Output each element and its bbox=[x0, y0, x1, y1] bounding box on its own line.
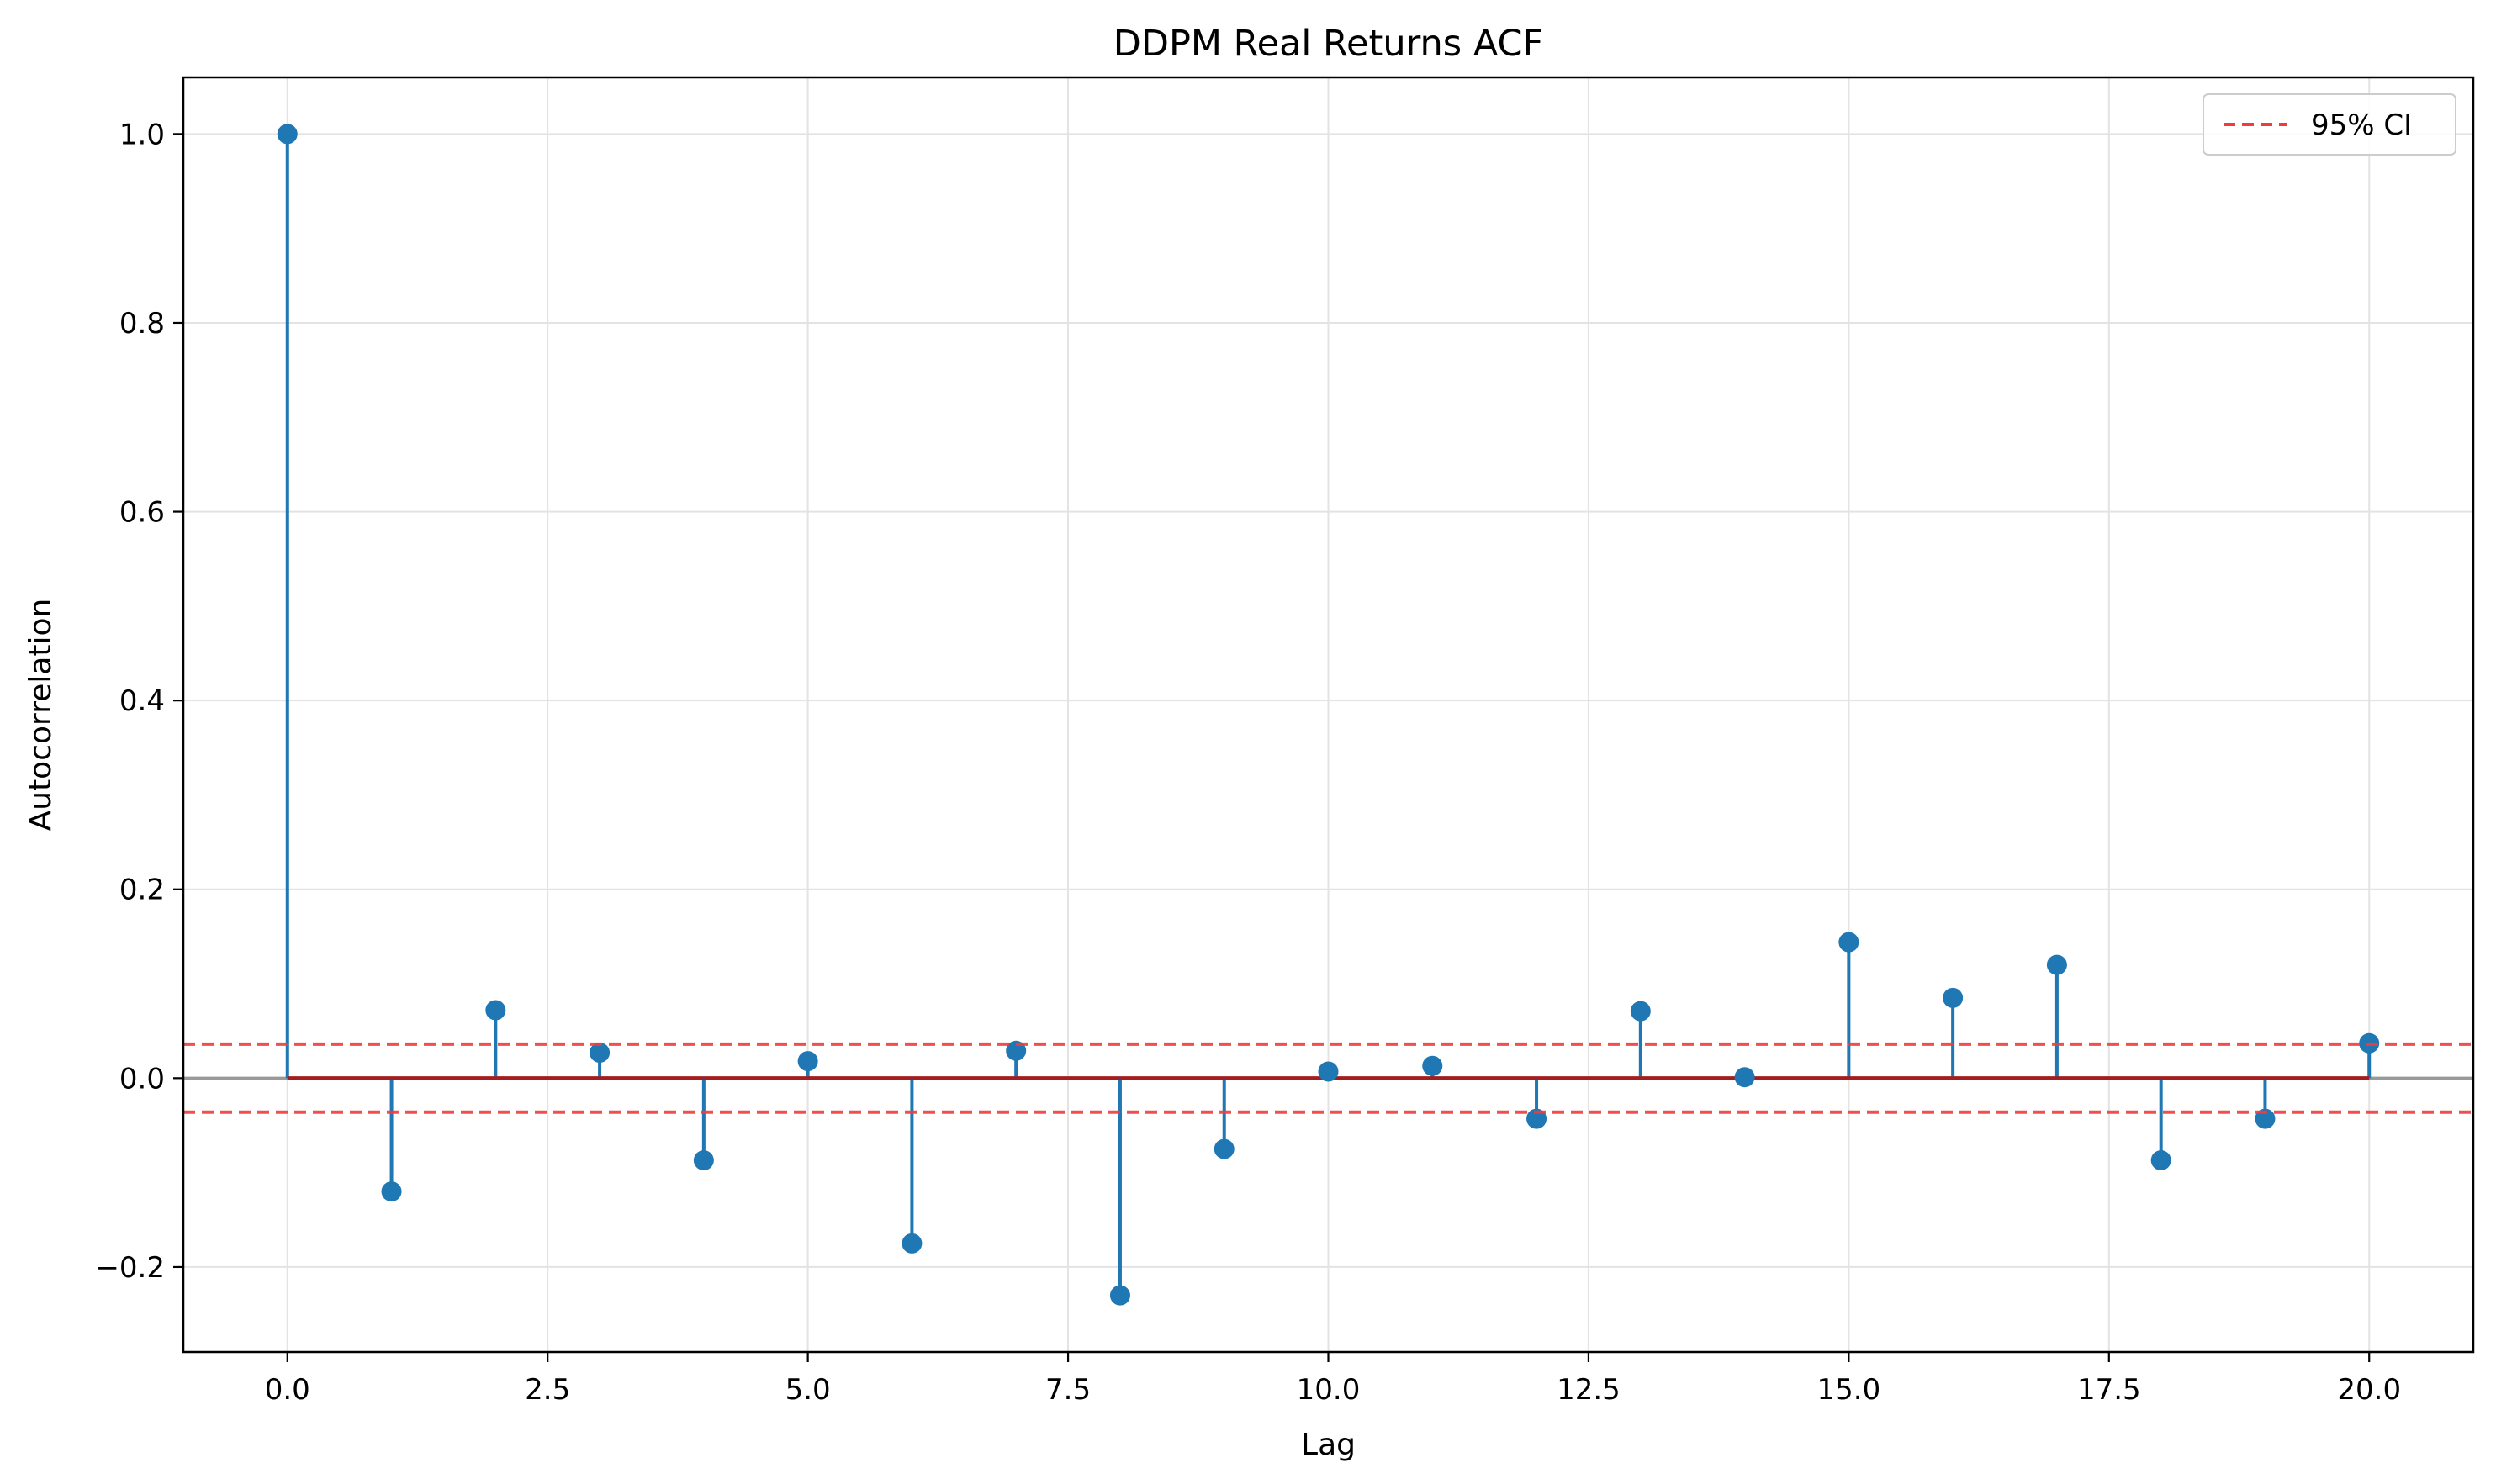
x-tick-label: 10.0 bbox=[1297, 1373, 1361, 1407]
x-tick-label: 0.0 bbox=[265, 1373, 310, 1407]
legend-box bbox=[2203, 93, 2456, 156]
x-tick-label: 2.5 bbox=[525, 1373, 570, 1407]
stem-marker bbox=[1214, 1138, 1235, 1159]
stem-marker bbox=[902, 1233, 923, 1254]
legend-label-ci: 95% CI bbox=[2311, 108, 2412, 142]
x-tick-label: 5.0 bbox=[785, 1373, 831, 1407]
stem-marker bbox=[2150, 1150, 2171, 1171]
stem-marker bbox=[1318, 1061, 1339, 1082]
x-tick-label: 15.0 bbox=[1817, 1373, 1881, 1407]
x-tick-label: 12.5 bbox=[1557, 1373, 1621, 1407]
stem-marker bbox=[485, 1000, 506, 1021]
stem-layer bbox=[277, 124, 2380, 1306]
stem-marker bbox=[1630, 1001, 1651, 1022]
y-axis-label: Autocorrelation bbox=[24, 599, 58, 832]
chart-title: DDPM Real Returns ACF bbox=[1113, 23, 1543, 65]
y-tick-label: −0.2 bbox=[95, 1251, 165, 1285]
y-tick-label: 0.6 bbox=[119, 496, 165, 530]
stem-marker bbox=[277, 124, 298, 145]
y-tick-label: 0.4 bbox=[119, 684, 165, 718]
y-tick-label: 1.0 bbox=[119, 118, 165, 151]
stem-marker bbox=[2046, 954, 2067, 975]
stem-marker bbox=[1734, 1067, 1755, 1088]
y-tick-label: 0.0 bbox=[119, 1062, 165, 1096]
stem-marker bbox=[797, 1051, 818, 1072]
legend: 95% CI bbox=[2203, 93, 2456, 156]
confidence-interval-layer bbox=[183, 1042, 2473, 1114]
stem-marker bbox=[590, 1043, 611, 1064]
stem-marker bbox=[1109, 1285, 1130, 1306]
stem-marker bbox=[693, 1150, 714, 1171]
x-axis-label: Lag bbox=[1301, 1428, 1356, 1462]
stem-marker bbox=[1943, 987, 1964, 1008]
x-tick-label: 20.0 bbox=[2337, 1373, 2401, 1407]
x-tick-label: 7.5 bbox=[1045, 1373, 1091, 1407]
x-tick-label: 17.5 bbox=[2077, 1373, 2141, 1407]
stem-marker bbox=[1422, 1055, 1443, 1076]
tick-layer: 0.0 2.5 5.0 7.5 10.0 12.5 15.0 17.5 20.0 −0.2 0.0 0… bbox=[95, 118, 2401, 1407]
y-tick-label: 0.8 bbox=[119, 307, 165, 341]
stem-marker bbox=[1838, 932, 1859, 953]
y-tick-label: 0.2 bbox=[119, 874, 165, 907]
stem-marker bbox=[381, 1181, 402, 1202]
